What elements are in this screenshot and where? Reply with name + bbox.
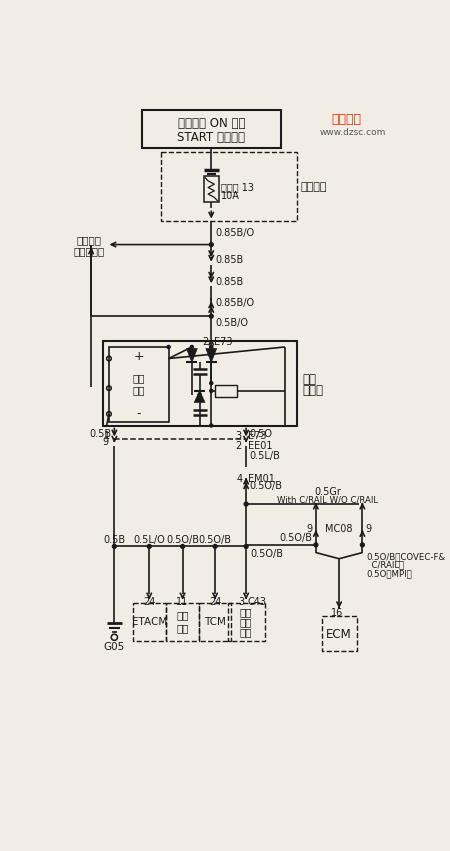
- Text: 0.5L/B: 0.5L/B: [249, 451, 280, 461]
- Polygon shape: [194, 391, 205, 403]
- Text: 0.85B/O: 0.85B/O: [215, 228, 254, 238]
- Text: 0.5O/B（COVEC-F&: 0.5O/B（COVEC-F&: [366, 552, 446, 561]
- Text: 至前乘员: 至前乘员: [76, 235, 101, 245]
- Text: 0.5O/B: 0.5O/B: [198, 535, 232, 545]
- Text: 霷耳
元件: 霷耳 元件: [133, 374, 145, 395]
- Bar: [215, 385, 237, 397]
- Text: 24: 24: [209, 597, 221, 607]
- Bar: [166, 603, 199, 641]
- Polygon shape: [186, 349, 197, 363]
- Circle shape: [190, 346, 194, 349]
- Bar: [199, 603, 231, 641]
- Text: 0.5B: 0.5B: [89, 429, 111, 439]
- Text: 9: 9: [365, 524, 372, 534]
- Circle shape: [209, 243, 213, 247]
- Text: 车速: 车速: [303, 373, 317, 386]
- Text: +: +: [134, 350, 144, 363]
- Text: 11: 11: [176, 597, 189, 607]
- Text: 0.5L/O: 0.5L/O: [133, 535, 165, 545]
- Text: 0.5Gr: 0.5Gr: [314, 487, 341, 497]
- Circle shape: [198, 393, 201, 397]
- Text: 16: 16: [332, 608, 344, 619]
- Bar: [141, 110, 281, 148]
- Text: ECM: ECM: [326, 628, 352, 641]
- Text: 0.5O: 0.5O: [249, 429, 272, 439]
- Bar: [133, 603, 166, 641]
- Bar: [228, 603, 265, 641]
- Text: EM01: EM01: [248, 474, 275, 483]
- Text: 3: 3: [235, 431, 242, 442]
- Text: MC08: MC08: [325, 524, 353, 534]
- Text: 0.5B/O: 0.5B/O: [215, 318, 248, 328]
- Circle shape: [210, 346, 213, 349]
- Text: E73: E73: [214, 337, 233, 346]
- Text: 2: 2: [235, 441, 242, 450]
- Text: 0.85B/O: 0.85B/O: [215, 298, 254, 308]
- Circle shape: [213, 545, 217, 548]
- Circle shape: [112, 545, 116, 548]
- Text: 9: 9: [103, 437, 109, 448]
- Text: 熔断丝盒: 熔断丝盒: [301, 182, 327, 191]
- Text: 侧熔断丝盒: 侧熔断丝盒: [73, 246, 104, 256]
- Text: 10A: 10A: [220, 191, 239, 201]
- Bar: [161, 152, 297, 221]
- Text: 3: 3: [238, 597, 245, 607]
- Text: START 位时有电: START 位时有电: [177, 131, 245, 144]
- Text: 0.5O/B: 0.5O/B: [280, 533, 313, 543]
- Polygon shape: [206, 349, 217, 363]
- Circle shape: [167, 346, 170, 349]
- Circle shape: [244, 545, 248, 548]
- Circle shape: [210, 381, 213, 385]
- Text: 0.5O/B: 0.5O/B: [166, 535, 199, 545]
- Text: TCM: TCM: [204, 617, 226, 627]
- Text: 仪表: 仪表: [176, 610, 189, 620]
- Text: 0.85B: 0.85B: [215, 255, 243, 265]
- Text: 0.5B: 0.5B: [104, 535, 126, 545]
- Bar: [322, 616, 356, 651]
- Text: E73: E73: [248, 431, 266, 442]
- Text: -: -: [136, 408, 141, 420]
- Text: 0.5O（MPI）: 0.5O（MPI）: [366, 568, 412, 578]
- Text: www.dzsc.com: www.dzsc.com: [320, 129, 386, 137]
- Text: C/RAIL）: C/RAIL）: [366, 561, 405, 569]
- Text: With C/RAIL W/O C/RAIL: With C/RAIL W/O C/RAIL: [277, 496, 378, 505]
- Text: ETACM: ETACM: [131, 617, 167, 627]
- Text: 点火开关 ON 位或: 点火开关 ON 位或: [177, 117, 245, 130]
- Bar: [103, 340, 297, 426]
- Text: 控制: 控制: [240, 617, 252, 627]
- Bar: [109, 347, 169, 421]
- Bar: [203, 176, 219, 203]
- Text: G05: G05: [104, 642, 125, 652]
- Text: 1: 1: [104, 431, 111, 442]
- Text: 组件: 组件: [176, 623, 189, 633]
- Text: 9: 9: [306, 524, 313, 534]
- Text: 4: 4: [236, 474, 242, 483]
- Circle shape: [314, 543, 318, 547]
- Text: 传感器: 传感器: [303, 385, 324, 397]
- Circle shape: [210, 424, 213, 427]
- Circle shape: [210, 389, 213, 392]
- Text: 维库一下: 维库一下: [331, 112, 361, 126]
- Text: EE01: EE01: [248, 441, 272, 450]
- Text: C43: C43: [248, 597, 267, 607]
- Text: 0.5O/B: 0.5O/B: [249, 481, 282, 490]
- Text: 怠速: 怠速: [240, 607, 252, 617]
- Circle shape: [360, 543, 365, 547]
- Circle shape: [209, 314, 213, 318]
- Text: 0.85B: 0.85B: [215, 277, 243, 287]
- Text: 熔断丝 13: 熔断丝 13: [220, 182, 253, 191]
- Text: 0.5O/B: 0.5O/B: [250, 549, 283, 559]
- Text: 2: 2: [202, 337, 208, 346]
- Text: 单元: 单元: [240, 627, 252, 637]
- Circle shape: [244, 502, 248, 506]
- Text: 24: 24: [143, 597, 155, 607]
- Circle shape: [147, 545, 151, 548]
- Circle shape: [180, 545, 184, 548]
